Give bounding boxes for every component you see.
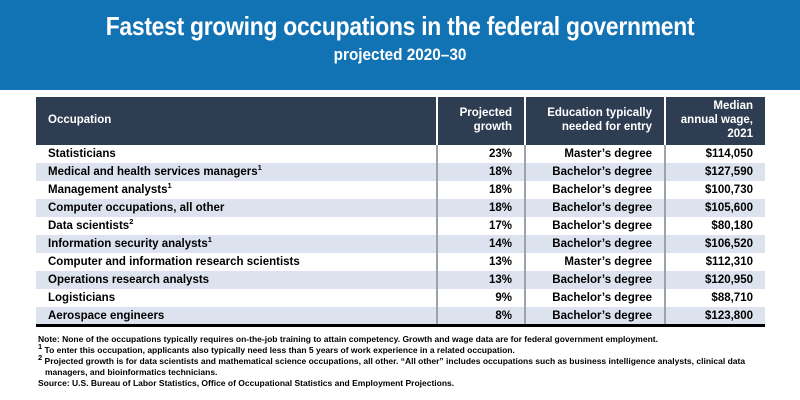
- column-header-median-wage: Median annual wage, 2021: [664, 97, 765, 146]
- table-row: Logisticians 9% Bachelor’s degree $88,71…: [36, 289, 765, 308]
- occupation-cell: Statisticians: [48, 148, 116, 161]
- occupation-cell: Data scientists2: [48, 217, 134, 233]
- table-header: Occupation Projected growth Education ty…: [36, 97, 765, 146]
- page-title: Fastest growing occupations in the feder…: [105, 11, 695, 41]
- wage-cell: $112,310: [664, 253, 765, 272]
- education-cell: Bachelor’s degree: [524, 163, 665, 182]
- note-text: Projected growth is for data scientists …: [42, 355, 746, 377]
- notes-section: Note: None of the occupations typically …: [38, 334, 764, 389]
- occupation-cell: Computer occupations, all other: [48, 202, 225, 215]
- title-banner: Fastest growing occupations in the feder…: [0, 0, 800, 90]
- table-row: Computer occupations, all other 18% Bach…: [36, 199, 765, 218]
- note-text: None of the occupations typically requir…: [59, 333, 658, 344]
- education-cell: Master’s degree: [524, 253, 665, 272]
- wage-cell: $88,710: [664, 289, 765, 308]
- wage-cell: $80,180: [664, 217, 765, 236]
- wage-cell: $120,950: [664, 271, 765, 290]
- education-cell: Master’s degree: [524, 145, 665, 164]
- wage-cell: $123,800: [664, 307, 765, 326]
- occupation-cell: Operations research analysts: [48, 274, 210, 287]
- education-cell: Bachelor’s degree: [524, 307, 665, 326]
- footnote-marker: 1: [38, 342, 43, 352]
- table-row: Statisticians 23% Master’s degree $114,0…: [36, 145, 765, 164]
- header-row: Occupation Projected growth Education ty…: [36, 97, 765, 146]
- education-cell: Bachelor’s degree: [524, 181, 665, 200]
- column-header-projected-growth: Projected growth: [436, 97, 525, 146]
- occupation-cell: Aerospace engineers: [48, 309, 165, 322]
- occupation-cell: Information security analysts1: [48, 235, 212, 251]
- wage-cell: $100,730: [664, 181, 765, 200]
- source-text: U.S. Bureau of Labor Statistics, Office …: [69, 377, 455, 388]
- wage-cell: $114,050: [664, 145, 765, 164]
- table-row: Medical and health services managers1 18…: [36, 163, 765, 182]
- education-cell: Bachelor’s degree: [524, 235, 665, 254]
- page-subtitle: projected 2020–30: [333, 45, 467, 64]
- wage-cell: $105,600: [664, 199, 765, 218]
- source-line: Source: U.S. Bureau of Labor Statistics,…: [38, 378, 764, 389]
- growth-cell: 18%: [436, 199, 525, 218]
- note-text: To enter this occupation, applicants als…: [42, 344, 515, 355]
- wage-cell: $127,590: [664, 163, 765, 182]
- footnote-2: 2 Projected growth is for data scientist…: [38, 353, 764, 378]
- occupation-cell: Medical and health services managers1: [48, 163, 262, 179]
- table-row: Management analysts1 18% Bachelor’s degr…: [36, 181, 765, 200]
- growth-cell: 13%: [436, 253, 525, 272]
- education-cell: Bachelor’s degree: [524, 199, 665, 218]
- table-row: Data scientists2 17% Bachelor’s degree $…: [36, 217, 765, 236]
- occupations-table: Occupation Projected growth Education ty…: [36, 97, 765, 327]
- table-row: Aerospace engineers 8% Bachelor’s degree…: [36, 307, 765, 326]
- growth-cell: 14%: [436, 235, 525, 254]
- growth-cell: 23%: [436, 145, 525, 164]
- education-cell: Bachelor’s degree: [524, 217, 665, 236]
- note-line: Note: None of the occupations typically …: [38, 334, 764, 345]
- occupation-cell: Management analysts1: [48, 181, 172, 197]
- table-row: Computer and information research scient…: [36, 253, 765, 272]
- wage-cell: $106,520: [664, 235, 765, 254]
- growth-cell: 8%: [436, 307, 525, 326]
- footnote-1: 1 To enter this occupation, applicants a…: [38, 342, 764, 356]
- education-cell: Bachelor’s degree: [524, 271, 665, 290]
- footnote-marker: 1: [257, 163, 262, 173]
- growth-cell: 18%: [436, 163, 525, 182]
- footnote-marker: 2: [38, 353, 43, 363]
- table-row: Information security analysts1 14% Bache…: [36, 235, 765, 254]
- column-header-occupation: Occupation: [36, 97, 437, 146]
- growth-cell: 17%: [436, 217, 525, 236]
- occupation-cell: Logisticians: [48, 292, 116, 305]
- education-cell: Bachelor’s degree: [524, 289, 665, 308]
- column-header-education: Education typically needed for entry: [524, 97, 665, 146]
- table-row: Operations research analysts 13% Bachelo…: [36, 271, 765, 290]
- growth-cell: 9%: [436, 289, 525, 308]
- table-body: Statisticians 23% Master’s degree $114,0…: [36, 145, 765, 326]
- footnote-marker: 1: [207, 235, 212, 245]
- note-label: Note:: [38, 333, 60, 344]
- source-label: Source:: [38, 377, 70, 388]
- footnote-marker: 1: [167, 181, 172, 191]
- occupation-cell: Computer and information research scient…: [48, 256, 300, 269]
- footnote-marker: 2: [129, 217, 134, 227]
- growth-cell: 13%: [436, 271, 525, 290]
- growth-cell: 18%: [436, 181, 525, 200]
